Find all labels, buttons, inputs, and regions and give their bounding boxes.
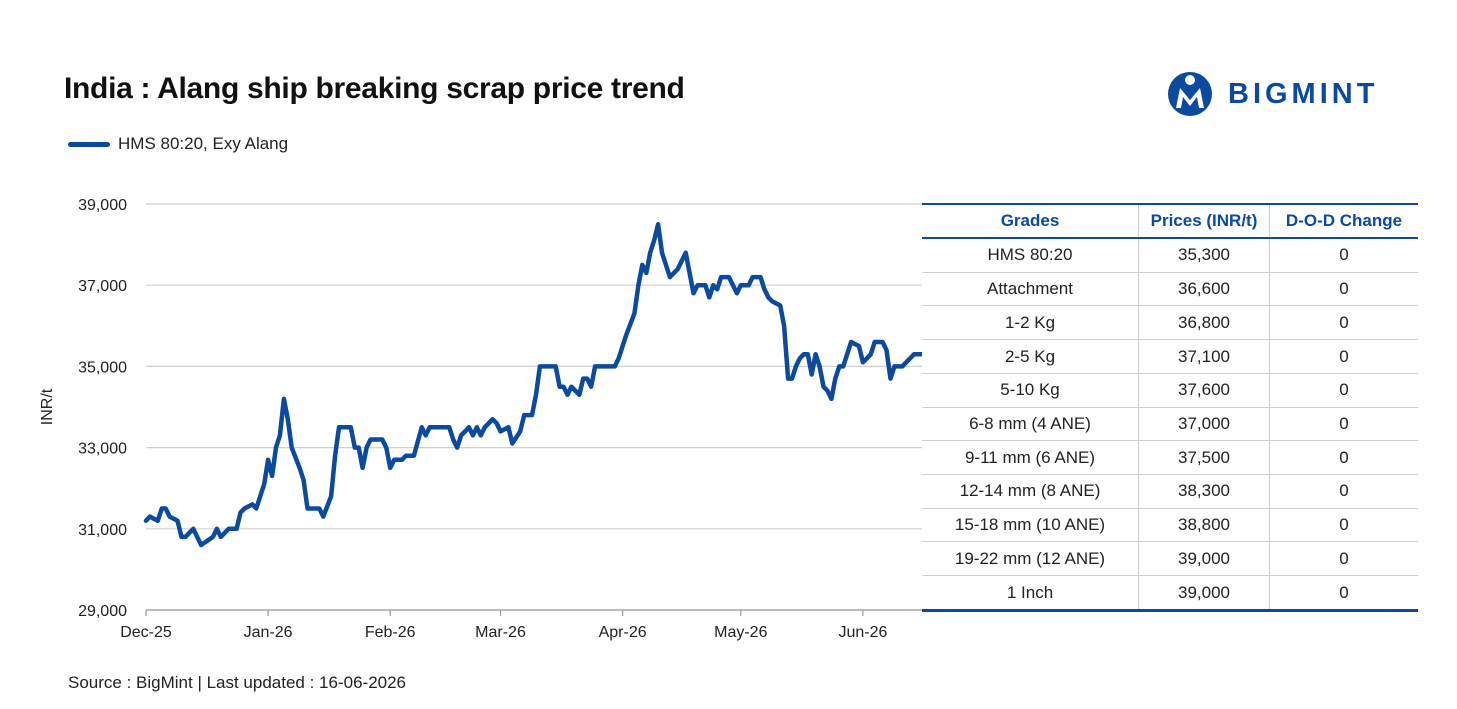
dod-change-cell: 0 <box>1269 339 1418 374</box>
price-cell: 39,000 <box>1138 575 1270 612</box>
x-tick-label: Feb-26 <box>365 624 416 641</box>
dod-change-cell: 0 <box>1269 575 1418 612</box>
source-note: Source : BigMint | Last updated : 16-06-… <box>68 673 407 692</box>
grade-cell: Attachment <box>922 271 1139 306</box>
x-tick-label: Apr-26 <box>599 624 647 641</box>
x-axis: Dec-25 Jan-26 Feb-26 Mar-26 Apr-26 May-26 Jun-… <box>120 609 922 641</box>
legend-label: HMS 80:20, Exy Alang <box>118 134 289 153</box>
price-cell: 38,300 <box>1138 474 1270 509</box>
x-tick-label: Jun-26 <box>838 624 887 641</box>
dod-change-cell: 0 <box>1269 305 1418 340</box>
table-row: 19-22 mm (12 ANE) 39,000 0 <box>922 541 1418 576</box>
price-cell: 37,100 <box>1138 339 1270 374</box>
brand-logo: BIGMINT <box>1166 70 1426 118</box>
y-axis-label: INR/t <box>39 388 56 425</box>
grade-cell: 5-10 Kg <box>922 372 1139 408</box>
table-row: 15-18 mm (10 ANE) 38,800 0 <box>922 507 1418 542</box>
x-tick-label: Jan-26 <box>244 624 293 641</box>
grade-cell: 12-14 mm (8 ANE) <box>922 474 1139 509</box>
grade-cell: 1 Inch <box>922 575 1139 612</box>
grade-cell: 15-18 mm (10 ANE) <box>922 507 1139 542</box>
y-tick-label: 37,000 <box>78 278 127 295</box>
header-prices: Prices (INR/t) <box>1138 203 1270 239</box>
dod-change-cell: 0 <box>1269 541 1418 576</box>
table-row: HMS 80:20 35,300 0 <box>922 237 1418 273</box>
y-tick-label: 35,000 <box>78 359 127 376</box>
series-group <box>143 222 925 548</box>
header-grades: Grades <box>922 203 1139 239</box>
price-cell: 36,800 <box>1138 305 1270 340</box>
dod-change-cell: 0 <box>1269 237 1418 273</box>
y-tick-label: 33,000 <box>78 441 127 458</box>
grades-price-table: Grades Prices (INR/t) D-O-D Change HMS 8… <box>922 203 1418 612</box>
grade-cell: 2-5 Kg <box>922 339 1139 374</box>
grade-cell: HMS 80:20 <box>922 237 1139 273</box>
table-row: 2-5 Kg 37,100 0 <box>922 339 1418 374</box>
chart-title: India : Alang ship breaking scrap price … <box>64 72 685 105</box>
chart-legend: HMS 80:20, Exy Alang <box>68 134 288 154</box>
price-cell: 36,600 <box>1138 271 1270 306</box>
table-row: 5-10 Kg 37,600 0 <box>922 372 1418 408</box>
price-cell: 37,000 <box>1138 406 1270 441</box>
table-row: 9-11 mm (6 ANE) 37,500 0 <box>922 440 1418 475</box>
dod-change-cell: 0 <box>1269 372 1418 408</box>
dod-change-cell: 0 <box>1269 271 1418 306</box>
table-header-row: Grades Prices (INR/t) D-O-D Change <box>922 203 1418 239</box>
x-tick-label: Dec-25 <box>120 624 172 641</box>
grade-cell: 19-22 mm (12 ANE) <box>922 541 1139 576</box>
table-row: Attachment 36,600 0 <box>922 271 1418 306</box>
table-row: 6-8 mm (4 ANE) 37,000 0 <box>922 406 1418 441</box>
price-cell: 38,800 <box>1138 507 1270 542</box>
dod-change-cell: 0 <box>1269 507 1418 542</box>
y-tick-label: 29,000 <box>78 603 127 620</box>
table-row: 1-2 Kg 36,800 0 <box>922 305 1418 340</box>
bigmint-logo-icon <box>1168 72 1212 116</box>
table-body: HMS 80:20 35,300 0 Attachment 36,600 0 1-2 Kg 3… <box>922 237 1418 612</box>
price-cell: 37,600 <box>1138 372 1270 408</box>
dod-change-cell: 0 <box>1269 474 1418 509</box>
table-row: 1 Inch 39,000 0 <box>922 575 1418 612</box>
y-axis-ticks: 29,000 31,000 33,000 35,000 37,000 39,000 <box>78 197 127 620</box>
series-line-hms-80-20 <box>143 222 925 548</box>
brand-name: BIGMINT <box>1228 78 1379 110</box>
dod-change-cell: 0 <box>1269 440 1418 475</box>
x-tick-label: Mar-26 <box>475 624 526 641</box>
price-cell: 35,300 <box>1138 237 1270 273</box>
table-row: 12-14 mm (8 ANE) 38,300 0 <box>922 474 1418 509</box>
x-tick-label: May-26 <box>714 624 767 641</box>
grade-cell: 6-8 mm (4 ANE) <box>922 406 1139 441</box>
y-tick-label: 31,000 <box>78 522 127 539</box>
grade-cell: 1-2 Kg <box>922 305 1139 340</box>
price-cell: 37,500 <box>1138 440 1270 475</box>
price-cell: 39,000 <box>1138 541 1270 576</box>
dod-change-cell: 0 <box>1269 406 1418 441</box>
header-dod-change: D-O-D Change <box>1269 203 1418 239</box>
grade-cell: 9-11 mm (6 ANE) <box>922 440 1139 475</box>
y-tick-label: 39,000 <box>78 197 127 214</box>
legend-line-swatch <box>68 141 110 147</box>
